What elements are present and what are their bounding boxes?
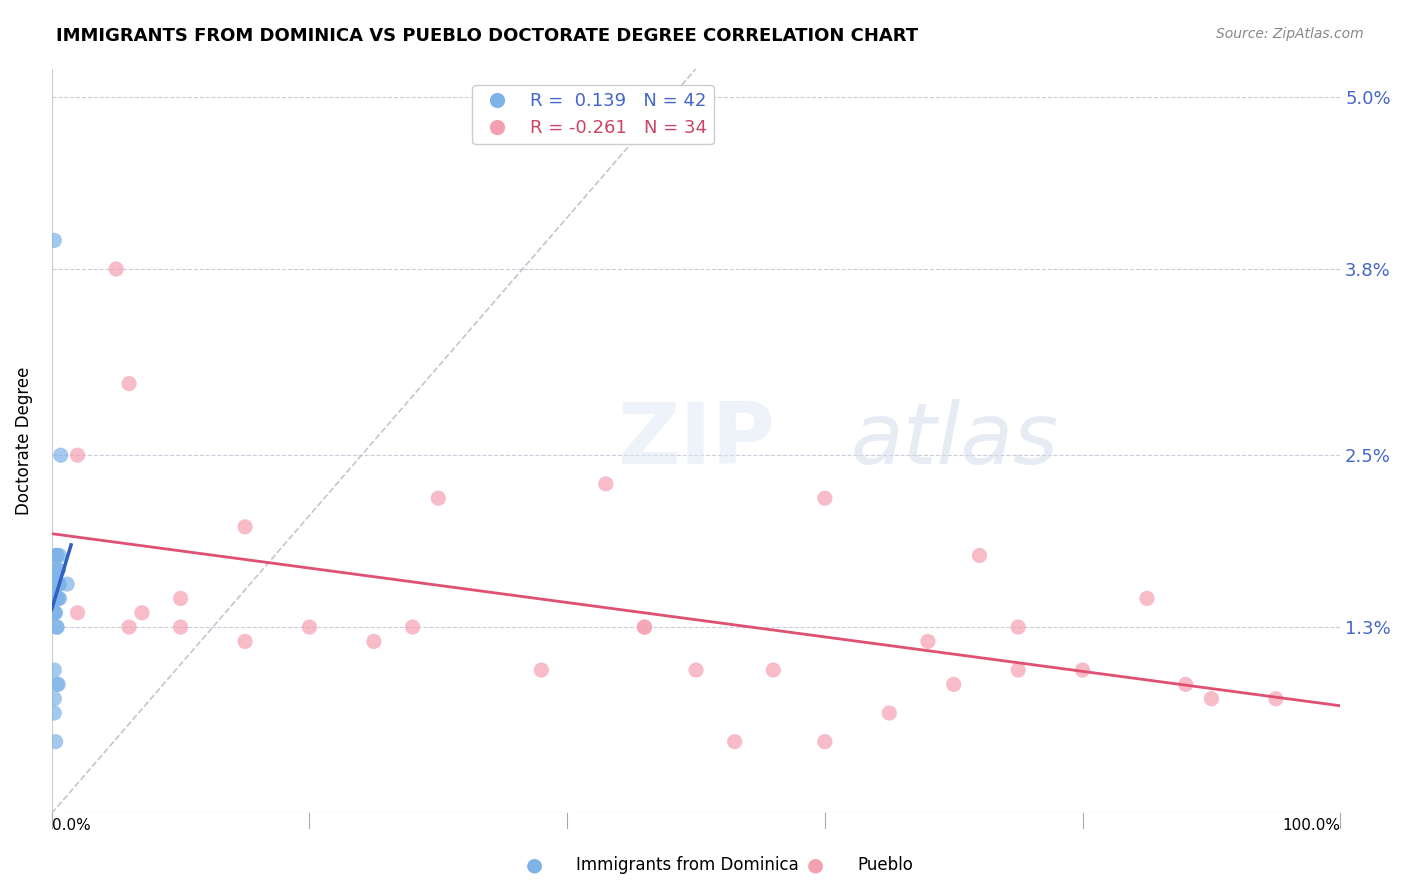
Point — [45, 591, 67, 606]
Point — [685, 663, 707, 677]
Point — [46, 577, 69, 591]
Point — [233, 520, 256, 534]
Point — [46, 677, 69, 691]
Point — [724, 734, 747, 748]
Point — [48, 577, 70, 591]
Point — [44, 606, 66, 620]
Text: 0.0%: 0.0% — [52, 818, 90, 833]
Point — [45, 549, 67, 563]
Point — [48, 591, 70, 606]
Point — [44, 706, 66, 720]
Point — [45, 549, 67, 563]
Point — [46, 563, 69, 577]
Point — [298, 620, 321, 634]
Point — [427, 491, 450, 506]
Point — [44, 591, 66, 606]
Point — [530, 663, 553, 677]
Point — [1264, 691, 1286, 706]
Point — [45, 677, 67, 691]
Point — [45, 577, 67, 591]
Point — [595, 476, 617, 491]
Point — [45, 734, 67, 748]
Point — [44, 663, 66, 677]
Point — [1174, 677, 1197, 691]
Point — [814, 734, 837, 748]
Point — [118, 376, 141, 391]
Point — [45, 577, 67, 591]
Point — [45, 577, 67, 591]
Point — [56, 577, 79, 591]
Point — [48, 549, 70, 563]
Legend: R =  0.139   N = 42, R = -0.261   N = 34: R = 0.139 N = 42, R = -0.261 N = 34 — [472, 85, 714, 145]
Point — [118, 620, 141, 634]
Point — [633, 620, 655, 634]
Point — [45, 577, 67, 591]
Point — [45, 606, 67, 620]
Text: Pueblo: Pueblo — [858, 856, 914, 874]
Point — [45, 549, 67, 563]
Point — [45, 591, 67, 606]
Text: ZIP: ZIP — [617, 400, 775, 483]
Point — [45, 591, 67, 606]
Point — [45, 577, 67, 591]
Point — [233, 634, 256, 648]
Text: ●: ● — [807, 855, 824, 875]
Point — [45, 620, 67, 634]
Point — [942, 677, 965, 691]
Point — [45, 620, 67, 634]
Point — [66, 448, 89, 462]
Point — [131, 606, 153, 620]
Text: ●: ● — [526, 855, 543, 875]
Point — [105, 262, 128, 277]
Point — [45, 591, 67, 606]
Point — [169, 620, 191, 634]
Point — [1136, 591, 1159, 606]
Point — [762, 663, 785, 677]
Point — [44, 606, 66, 620]
Point — [363, 634, 385, 648]
Point — [633, 620, 655, 634]
Point — [46, 563, 69, 577]
Point — [401, 620, 423, 634]
Point — [45, 577, 67, 591]
Point — [1071, 663, 1094, 677]
Point — [44, 563, 66, 577]
Point — [66, 606, 89, 620]
Text: Immigrants from Dominica: Immigrants from Dominica — [576, 856, 799, 874]
Point — [45, 591, 67, 606]
Point — [877, 706, 900, 720]
Point — [1007, 620, 1029, 634]
Text: Source: ZipAtlas.com: Source: ZipAtlas.com — [1216, 27, 1364, 41]
Point — [45, 591, 67, 606]
Point — [45, 577, 67, 591]
Text: atlas: atlas — [851, 400, 1059, 483]
Y-axis label: Doctorate Degree: Doctorate Degree — [15, 367, 32, 515]
Point — [1007, 663, 1029, 677]
Point — [46, 577, 69, 591]
Text: 100.0%: 100.0% — [1282, 818, 1340, 833]
Point — [49, 448, 72, 462]
Point — [46, 591, 69, 606]
Point — [969, 549, 991, 563]
Point — [1201, 691, 1223, 706]
Point — [45, 577, 67, 591]
Point — [917, 634, 939, 648]
Point — [814, 491, 837, 506]
Point — [44, 233, 66, 247]
Point — [169, 591, 191, 606]
Text: IMMIGRANTS FROM DOMINICA VS PUEBLO DOCTORATE DEGREE CORRELATION CHART: IMMIGRANTS FROM DOMINICA VS PUEBLO DOCTO… — [56, 27, 918, 45]
Point — [44, 691, 66, 706]
Point — [45, 577, 67, 591]
